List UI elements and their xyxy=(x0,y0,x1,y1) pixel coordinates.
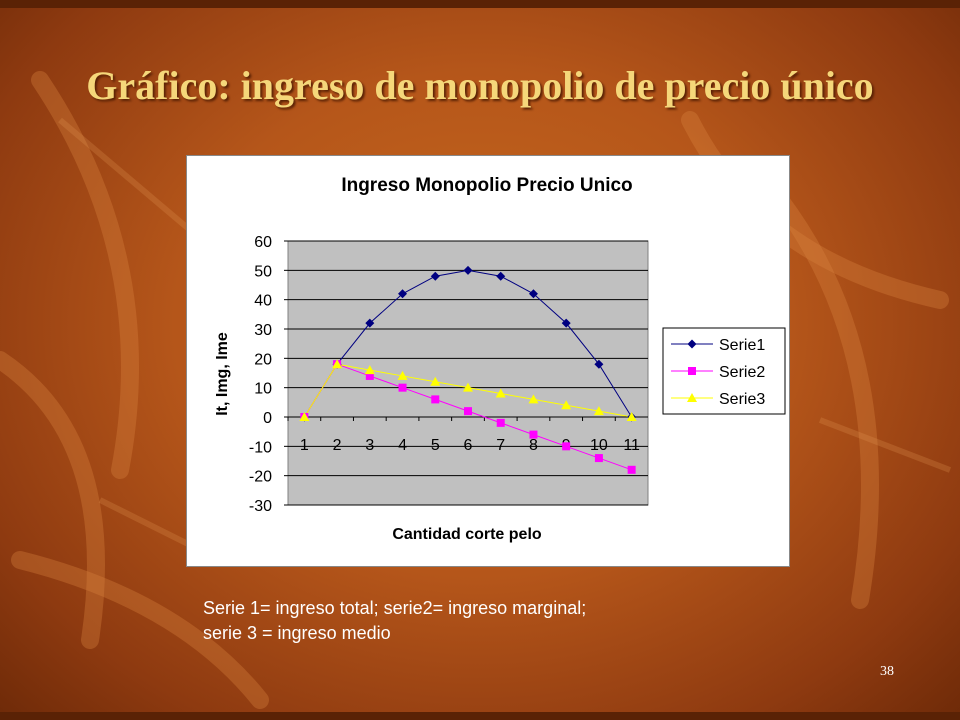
data-point-serie3 xyxy=(593,406,604,416)
y-tick-label: 10 xyxy=(254,381,272,398)
series-markers xyxy=(299,265,637,474)
chart-container: Ingreso Monopolio Precio Unico 60 50 40 30 2… xyxy=(186,155,790,567)
legend: Serie1 Serie2 Serie3 xyxy=(662,327,786,415)
y-tick-label: -10 xyxy=(249,439,272,456)
caption: Serie 1= ingreso total; serie2= ingreso … xyxy=(203,596,763,646)
data-point-serie3 xyxy=(528,394,539,404)
x-tick-label: 2 xyxy=(333,437,342,454)
data-point-serie3 xyxy=(430,376,441,386)
x-tick-label: 3 xyxy=(365,437,374,454)
plot-area xyxy=(287,240,649,506)
data-point-serie1 xyxy=(496,271,506,281)
data-point-serie2 xyxy=(529,430,538,439)
y-axis-ticks: 60 50 40 30 20 10 0 -10 -20 -30 xyxy=(249,234,288,515)
x-tick-label: 8 xyxy=(529,437,538,454)
data-point-serie3 xyxy=(626,412,637,421)
legend-marker-serie1 xyxy=(687,339,697,349)
y-tick-label: 50 xyxy=(254,263,272,280)
legend-label-serie1: Serie1 xyxy=(719,337,765,354)
x-tick-label: 1 xyxy=(300,437,309,454)
data-point-serie3 xyxy=(332,359,343,369)
data-point-serie3 xyxy=(463,382,473,392)
page-number: 38 xyxy=(880,664,894,679)
y-tick-label: -30 xyxy=(249,498,272,515)
data-point-serie2 xyxy=(398,383,407,392)
caption-line-1: Serie 1= ingreso total; serie2= ingreso … xyxy=(203,598,587,618)
data-point-serie1 xyxy=(430,271,440,281)
data-point-serie1 xyxy=(561,318,571,328)
data-point-serie2 xyxy=(496,418,505,427)
caption-line-2: serie 3 = ingreso medio xyxy=(203,623,391,643)
chart-title: Ingreso Monopolio Precio Unico xyxy=(341,175,632,196)
data-point-serie2 xyxy=(365,371,374,380)
data-point-serie1 xyxy=(365,318,375,328)
x-tick-label: 7 xyxy=(496,437,505,454)
slide-title: Gráfico: ingreso de monopolio de precio … xyxy=(86,63,874,108)
y-tick-label: 20 xyxy=(254,351,272,368)
legend-label-serie3: Serie3 xyxy=(719,391,765,408)
y-tick-label: 30 xyxy=(254,322,272,339)
x-tick-label: 5 xyxy=(431,437,440,454)
y-tick-label: 0 xyxy=(263,410,272,427)
data-point-serie1 xyxy=(594,359,604,369)
y-tick-label: 40 xyxy=(254,293,272,310)
x-tick-label: 4 xyxy=(398,437,407,454)
y-axis-label: It, Img, Ime xyxy=(214,332,231,416)
legend-label-serie2: Serie2 xyxy=(719,364,765,381)
data-point-serie2 xyxy=(594,454,603,463)
data-point-serie2 xyxy=(562,442,571,451)
y-tick-label: -20 xyxy=(249,469,272,486)
x-tick-label: 10 xyxy=(590,437,608,454)
data-point-serie3 xyxy=(364,365,375,375)
chart-svg: Ingreso Monopolio Precio Unico 605040302… xyxy=(214,175,786,543)
data-point-serie3 xyxy=(495,388,506,398)
x-axis-ticks: 1234567891011 xyxy=(287,417,640,454)
y-tick-label: 60 xyxy=(254,234,272,251)
data-point-serie2 xyxy=(627,465,636,474)
data-point-serie2 xyxy=(464,407,472,416)
data-point-serie3 xyxy=(397,370,408,380)
data-point-serie2 xyxy=(431,395,440,404)
data-point-serie1 xyxy=(463,265,473,275)
x-axis-label: Cantidad corte pelo xyxy=(392,526,542,543)
data-point-serie1 xyxy=(528,289,538,299)
legend-marker-serie2 xyxy=(688,367,696,375)
data-point-serie1 xyxy=(398,289,408,299)
legend-marker-serie3 xyxy=(687,393,697,402)
data-point-serie3 xyxy=(561,400,572,410)
data-point-serie3 xyxy=(299,412,310,421)
x-tick-label: 6 xyxy=(464,437,473,454)
x-tick-label: 11 xyxy=(623,437,640,454)
